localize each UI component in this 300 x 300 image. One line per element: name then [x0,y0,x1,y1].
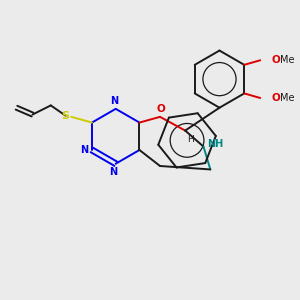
Text: N: N [110,96,118,106]
Text: O: O [272,55,280,65]
Text: Me: Me [280,55,295,65]
Text: Me: Me [280,93,295,103]
Text: O: O [157,104,166,114]
Text: N: N [80,145,88,155]
Text: N: N [110,167,118,177]
Text: H: H [188,135,194,144]
Text: O: O [272,93,280,103]
Text: NH: NH [207,139,223,149]
Text: S: S [62,111,70,121]
